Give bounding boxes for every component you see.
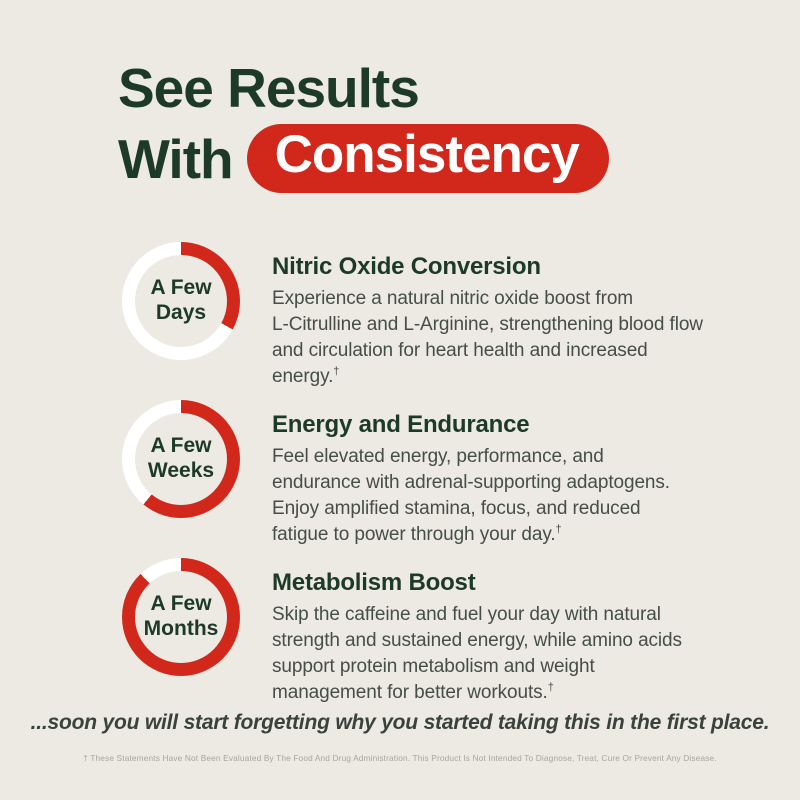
progress-ring-hole: A Few Days bbox=[135, 255, 227, 347]
section-body: Feel elevated energy, performance, and e… bbox=[272, 444, 747, 548]
progress-ring-days: A Few Days bbox=[122, 242, 240, 360]
section-heading: Metabolism Boost bbox=[272, 569, 476, 596]
title-line-1: See Results bbox=[118, 57, 420, 119]
section-body-text: Feel elevated energy, performance, and e… bbox=[272, 446, 670, 545]
duration-label-weeks: A Few Weeks bbox=[147, 434, 215, 482]
section-body: Skip the caffeine and fuel your day with… bbox=[272, 602, 747, 706]
progress-ring-hole: A Few Months bbox=[135, 571, 227, 663]
section-body-text: Experience a natural nitric oxide boost … bbox=[272, 288, 703, 387]
progress-ring-hole: A Few Weeks bbox=[135, 413, 227, 505]
footnote-dagger-icon: † bbox=[555, 523, 562, 536]
section-body: Experience a natural nitric oxide boost … bbox=[272, 286, 747, 390]
duration-label-days: A Few Days bbox=[150, 276, 212, 324]
section-heading: Energy and Endurance bbox=[272, 411, 530, 438]
title-highlight-pill: Consistency bbox=[246, 124, 609, 193]
progress-ring-months: A Few Months bbox=[122, 558, 240, 676]
section-text-block: Nitric Oxide Conversion Experience a nat… bbox=[272, 253, 747, 390]
footnote-dagger-icon: † bbox=[333, 365, 340, 378]
section-body-text: Skip the caffeine and fuel your day with… bbox=[272, 604, 682, 703]
page-title: See Results With Consistency bbox=[118, 56, 609, 193]
footnote-dagger-icon: † bbox=[547, 681, 554, 694]
section-text-block: Energy and Endurance Feel elevated energ… bbox=[272, 411, 747, 548]
progress-ring-weeks: A Few Weeks bbox=[122, 400, 240, 518]
section-text-block: Metabolism Boost Skip the caffeine and f… bbox=[272, 569, 747, 706]
title-line-2: With Consistency bbox=[118, 124, 609, 193]
duration-label-months: A Few Months bbox=[143, 592, 219, 640]
section-heading: Nitric Oxide Conversion bbox=[272, 253, 541, 280]
title-line-2-prefix: With bbox=[118, 127, 234, 190]
fda-disclaimer: † These Statements Have Not Been Evaluat… bbox=[83, 753, 717, 763]
footer-tagline: ...soon you will start forgetting why yo… bbox=[30, 711, 770, 734]
